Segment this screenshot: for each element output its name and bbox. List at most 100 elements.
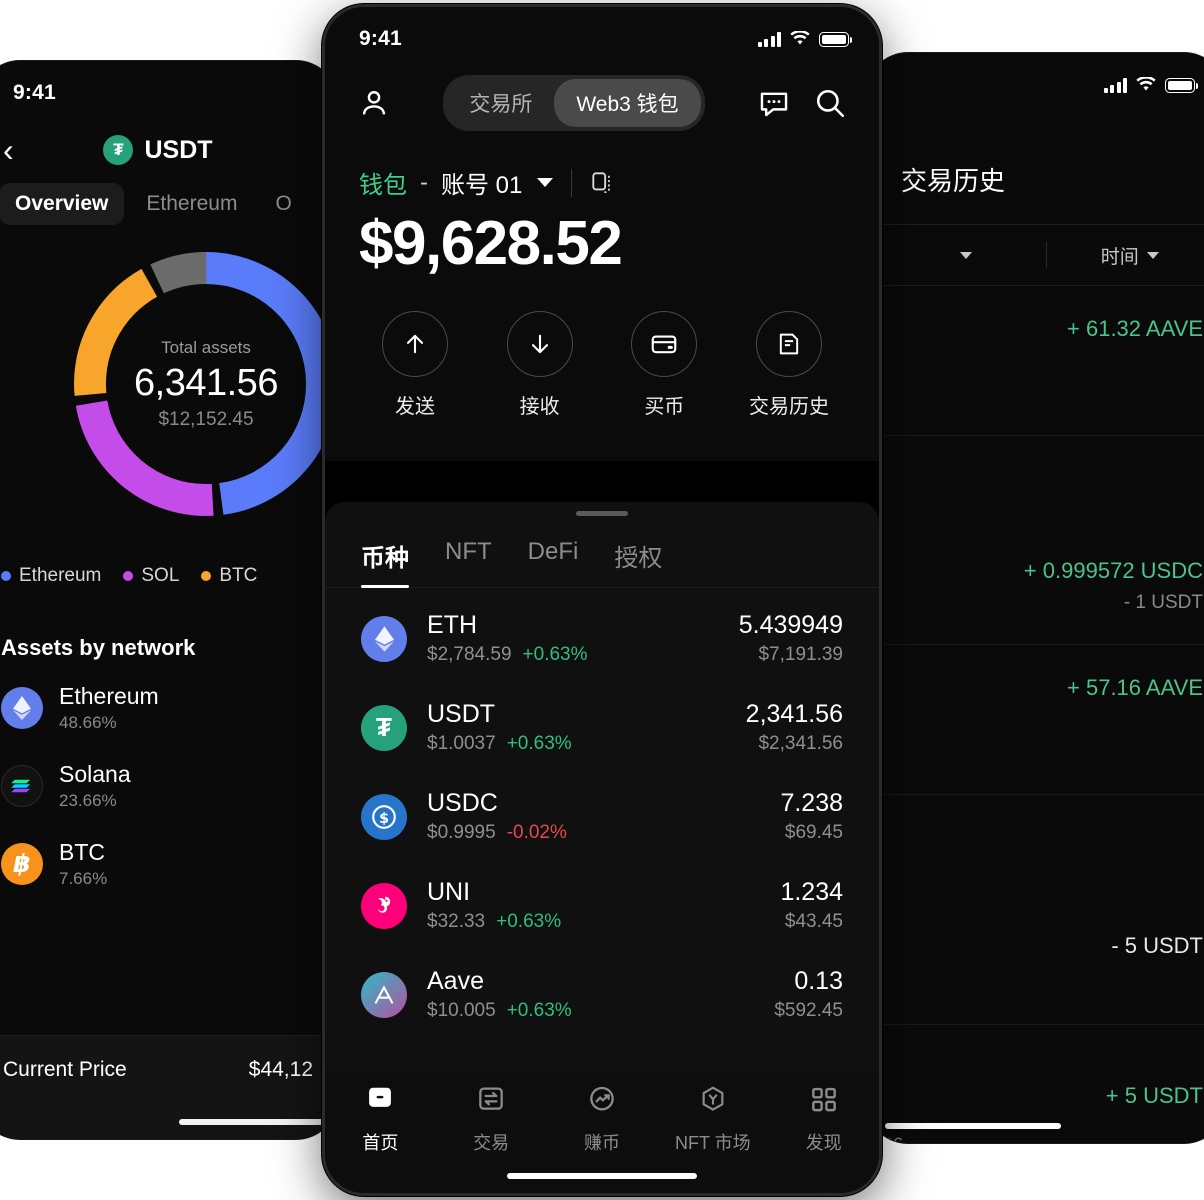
exchange-icon [475, 1085, 507, 1120]
home-icon [363, 1085, 397, 1120]
legend-item-sol: SOL [123, 565, 179, 587]
transaction-row[interactable]: + 57.16 AAVE [867, 645, 1204, 795]
assets-by-network-title: Assets by network [1, 635, 196, 660]
copy-icon[interactable] [590, 169, 616, 197]
filter-type[interactable] [879, 251, 1046, 259]
segment-web3-wallet[interactable]: Web3 钱包 [554, 79, 701, 127]
chat-bubble-icon[interactable] [757, 86, 791, 120]
filter-divider [1045, 242, 1047, 268]
token-quantity: 2,341.56 [745, 700, 843, 728]
action-label: 接收 [519, 396, 560, 418]
left-token-symbol: USDT [144, 135, 213, 164]
chevron-down-icon [960, 251, 973, 259]
assets-tab-strip: 币种 NFT DeFi 授权 [325, 516, 879, 588]
left-status-bar: 9:41 [0, 61, 337, 117]
legend-label-sol: SOL [141, 565, 180, 586]
home-indicator [179, 1119, 337, 1125]
assets-bottom-sheet: 币种 NFT DeFi 授权 ETH $2,784.59 +0.63% [325, 502, 879, 1193]
token-usd-value: $7,191.39 [758, 644, 843, 665]
action-receive[interactable]: 接收 [494, 311, 586, 419]
network-row-solana[interactable]: Solana 23.66% [0, 747, 337, 825]
tx-amount: + 5 USDT [1105, 1083, 1203, 1108]
token-symbol: USDC [427, 789, 498, 817]
tabbar-trade[interactable]: 交易 [436, 1085, 547, 1155]
wallet-action-row: 发送 接收 [325, 279, 879, 461]
transaction-row[interactable]: C + 0.999572 USDC - 1 USDT [867, 436, 1204, 645]
home-indicator [885, 1123, 1061, 1129]
chevron-left-icon[interactable]: ‹ [3, 132, 14, 168]
action-send[interactable]: 发送 [369, 311, 461, 419]
token-row-usdc[interactable]: $ USDC $0.9995 -0.02% 7.238 $69.45 [325, 772, 879, 861]
right-phone: 交易历史 时间 + 61.32 AAVE C + 0.999572 USDC -… [866, 52, 1204, 1144]
tab-approvals[interactable]: 授权 [614, 545, 663, 572]
chevron-down-icon [1146, 251, 1159, 259]
cellular-signal-icon [757, 31, 781, 47]
tether-logo: ₮ [103, 135, 134, 165]
right-status-bar [867, 53, 1204, 109]
token-quantity: 5.439949 [738, 611, 843, 639]
wallet-name: 钱包 [359, 172, 407, 199]
ethereum-logo [361, 615, 407, 662]
token-price: $0.9995 [427, 822, 496, 843]
tx-sub-amount: - 1 USDT [1123, 592, 1203, 613]
tx-amount: - 5 USDT [1111, 933, 1203, 958]
tabbar-discover[interactable]: 发现 [768, 1085, 879, 1155]
transaction-filter-bar: 时间 [867, 224, 1204, 286]
transaction-row[interactable]: - 5 USDT 0a [867, 795, 1204, 1064]
action-transaction-history[interactable]: 交易历史 [743, 311, 835, 419]
wallet-balance: $9,628.52 [359, 209, 623, 278]
wifi-icon [790, 31, 810, 45]
transaction-row[interactable]: + 61.32 AAVE [867, 286, 1204, 436]
token-quantity: 7.238 [780, 789, 843, 817]
tabbar-home[interactable]: 首页 [325, 1085, 436, 1155]
transaction-row[interactable]: + 5 USDT ba86 [867, 1025, 1204, 1143]
token-row-eth[interactable]: ETH $2,784.59 +0.63% 5.439949 $7,191.39 [325, 594, 879, 683]
filter-time[interactable]: 时间 [1047, 242, 1204, 269]
donut-center-sub: $12,152.45 [158, 408, 254, 430]
legend-item-ethereum: Ethereum [1, 565, 101, 587]
tab-nft[interactable]: NFT [445, 538, 492, 565]
bottom-tab-bar: 首页 交易 [325, 1071, 879, 1193]
tabbar-earn[interactable]: 赚币 [547, 1085, 658, 1155]
network-pct: 48.66% [59, 713, 117, 732]
token-row-aave[interactable]: Aave $10.005 +0.63% 0.13 $592.45 [325, 950, 879, 1039]
tab-other[interactable]: O [275, 192, 292, 215]
token-price: $10.005 [427, 1000, 496, 1021]
tab-defi[interactable]: DeFi [527, 538, 579, 565]
sheet-grabber[interactable] [576, 511, 628, 516]
tabbar-label: 首页 [362, 1133, 399, 1153]
right-header: 交易历史 [867, 109, 1204, 224]
wallet-selector[interactable]: 钱包 - 账号 01 [325, 139, 879, 200]
tab-ethereum[interactable]: Ethereum [146, 192, 238, 215]
token-quantity: 0.13 [794, 967, 843, 995]
tab-overview[interactable]: Overview [0, 183, 125, 225]
network-row-btc[interactable]: ฿ BTC 7.66% [0, 825, 337, 903]
action-buy-crypto[interactable]: 买币 [618, 311, 710, 419]
action-label: 买币 [644, 396, 685, 418]
network-pct: 23.66% [59, 791, 117, 810]
donut-center-labels: Total assets 6,341.56 $12,152.45 [61, 239, 337, 529]
token-row-uni[interactable]: UNI $32.33 +0.63% 1.234 $43.45 [325, 861, 879, 950]
ethereum-logo [1, 687, 43, 729]
token-usd-value: $69.45 [784, 822, 843, 843]
legend-label-ethereum: Ethereum [19, 565, 102, 586]
center-nav-actions [757, 86, 847, 120]
token-row-usdt[interactable]: ₮ USDT $1.0037 +0.63% 2,341.56 $2,341.56 [325, 683, 879, 772]
left-tab-strip: Overview Ethereum O [0, 173, 337, 225]
token-price: $1.0037 [427, 733, 496, 754]
tx-amount: + 57.16 AAVE [1067, 675, 1203, 700]
wallet-account: 账号 01 [441, 172, 523, 199]
asset-allocation-donut: Total assets 6,341.56 $12,152.45 [0, 231, 337, 561]
discover-icon [808, 1085, 840, 1120]
earn-icon [586, 1085, 618, 1120]
donut-slice-other [74, 252, 337, 516]
network-name: Ethereum [59, 683, 159, 709]
search-icon[interactable] [813, 86, 847, 120]
uniswap-logo [361, 882, 407, 929]
tab-coins[interactable]: 币种 [361, 538, 409, 588]
chevron-down-icon[interactable] [537, 178, 554, 187]
network-row-ethereum[interactable]: Ethereum 48.66% [0, 669, 337, 747]
person-icon[interactable] [357, 86, 391, 120]
segment-exchange[interactable]: 交易所 [469, 93, 533, 116]
tabbar-nft-market[interactable]: NFT 市场 [657, 1085, 768, 1155]
